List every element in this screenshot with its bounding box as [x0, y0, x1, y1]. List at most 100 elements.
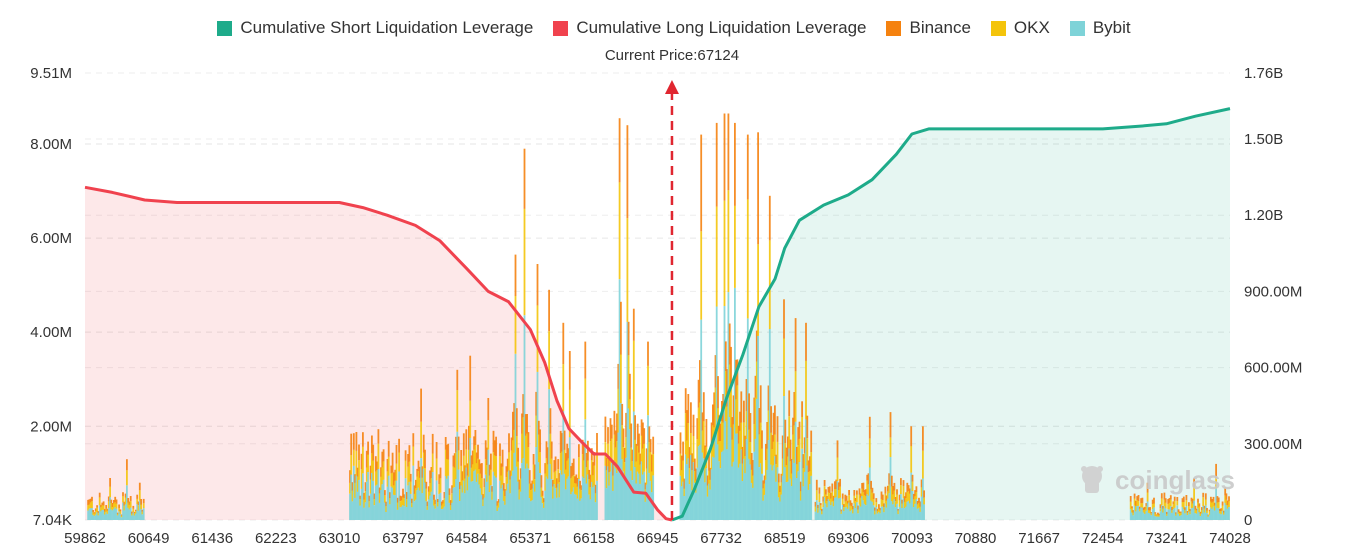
liquidation-bar	[521, 413, 523, 520]
bar-segment-bybit	[651, 492, 653, 520]
bar-segment-binance	[607, 427, 609, 444]
liquidation-bar	[616, 413, 618, 520]
bar-segment-binance	[435, 442, 438, 459]
liquidation-bar	[455, 436, 457, 520]
bar-segment-okx	[523, 208, 526, 316]
liquidation-bar	[806, 415, 809, 520]
bar-segment-okx	[622, 447, 625, 472]
bar-segment-binance	[474, 430, 477, 446]
bar-segment-binance	[648, 426, 651, 443]
bar-segment-binance	[447, 443, 450, 460]
bar-segment-okx	[889, 437, 892, 457]
liquidation-bar	[787, 436, 789, 520]
bar-segment-binance	[852, 506, 854, 510]
bar-segment-okx	[1197, 502, 1199, 509]
liquidation-bar	[374, 456, 377, 520]
bar-segment-bybit	[442, 508, 444, 520]
bar-segment-bybit	[644, 501, 647, 520]
bar-segment-binance	[767, 385, 770, 411]
bar-segment-okx	[849, 505, 852, 512]
bar-segment-binance	[453, 453, 456, 468]
bar-segment-bybit	[610, 462, 613, 520]
bar-segment-bybit	[903, 508, 906, 520]
bar-segment-binance	[566, 443, 569, 461]
bar-segment-bybit	[438, 494, 441, 520]
bar-segment-binance	[798, 421, 801, 439]
bar-segment-binance	[1202, 492, 1205, 498]
bar-segment-okx	[774, 434, 776, 457]
bar-segment-okx	[365, 467, 368, 482]
bar-segment-bybit	[1204, 505, 1207, 520]
bar-segment-okx	[719, 440, 722, 469]
bar-segment-bybit	[1184, 513, 1186, 520]
bar-segment-bybit	[530, 501, 532, 520]
bar-segment-bybit	[687, 458, 690, 520]
liquidation-bar	[1208, 509, 1211, 520]
bar-segment-bybit	[701, 452, 704, 520]
liquidation-bar	[802, 454, 805, 520]
bar-segment-binance	[709, 467, 712, 480]
bar-segment-bybit	[93, 515, 96, 520]
bar-segment-okx	[822, 501, 825, 508]
bar-segment-bybit	[113, 508, 115, 520]
bar-segment-bybit	[923, 504, 925, 520]
bar-segment-binance	[889, 412, 892, 438]
bar-segment-okx	[509, 479, 512, 494]
bar-segment-bybit	[580, 498, 583, 520]
bar-segment-bybit	[444, 476, 447, 520]
bar-segment-okx	[402, 497, 404, 505]
bar-segment-okx	[133, 513, 136, 516]
liquidation-bar	[514, 254, 517, 520]
legend-item-binance[interactable]: Binance	[886, 18, 971, 38]
liquidation-bar	[801, 401, 803, 520]
bar-segment-binance	[1133, 493, 1136, 499]
bar-segment-okx	[867, 484, 870, 496]
bar-segment-bybit	[888, 493, 891, 520]
bar-segment-bybit	[448, 502, 451, 520]
liquidation-bar	[679, 432, 682, 520]
bar-segment-binance	[575, 474, 578, 484]
bar-segment-bybit	[446, 478, 448, 520]
liquidation-bar	[114, 496, 117, 520]
bar-segment-okx	[527, 447, 530, 469]
bar-segment-bybit	[871, 501, 874, 520]
bar-segment-okx	[722, 422, 725, 451]
liquidation-bar	[718, 415, 721, 520]
bar-segment-okx	[113, 503, 115, 509]
liquidation-bar	[1154, 512, 1157, 520]
legend-item-long-cumulative[interactable]: Cumulative Long Liquidation Leverage	[553, 18, 866, 38]
legend-item-short-cumulative[interactable]: Cumulative Short Liquidation Leverage	[217, 18, 533, 38]
liquidation-bar	[605, 457, 608, 520]
bar-segment-okx	[906, 492, 909, 502]
liquidation-bar	[571, 462, 574, 520]
bar-segment-bybit	[765, 479, 767, 520]
liquidation-bar	[846, 500, 849, 520]
bar-segment-binance	[867, 473, 870, 485]
bar-segment-binance	[350, 433, 353, 455]
bar-segment-bybit	[839, 497, 841, 520]
bar-segment-bybit	[772, 465, 775, 520]
bar-segment-bybit	[452, 487, 455, 520]
bar-segment-bybit	[922, 478, 924, 520]
bar-segment-bybit	[500, 488, 503, 520]
bar-segment-binance	[620, 301, 622, 355]
bar-segment-bybit	[907, 500, 910, 520]
bar-segment-binance	[880, 491, 883, 500]
bar-segment-binance	[887, 485, 889, 492]
bar-segment-bybit	[854, 508, 857, 520]
bar-segment-okx	[1221, 505, 1224, 511]
bar-segment-okx	[1211, 502, 1214, 509]
legend-item-okx[interactable]: OKX	[990, 18, 1050, 38]
bar-segment-okx	[446, 459, 448, 479]
bar-segment-okx	[437, 502, 439, 507]
bar-segment-binance	[1224, 487, 1227, 496]
liquidation-bar	[381, 451, 384, 520]
bar-segment-bybit	[495, 477, 497, 520]
liquidation-bar	[527, 432, 530, 520]
bar-segment-bybit	[102, 509, 105, 520]
bar-segment-bybit	[479, 488, 482, 520]
liquidation-bar	[471, 450, 474, 520]
legend-item-bybit[interactable]: Bybit	[1069, 18, 1131, 38]
liquidation-bar	[415, 479, 417, 520]
bar-segment-bybit	[385, 512, 388, 520]
